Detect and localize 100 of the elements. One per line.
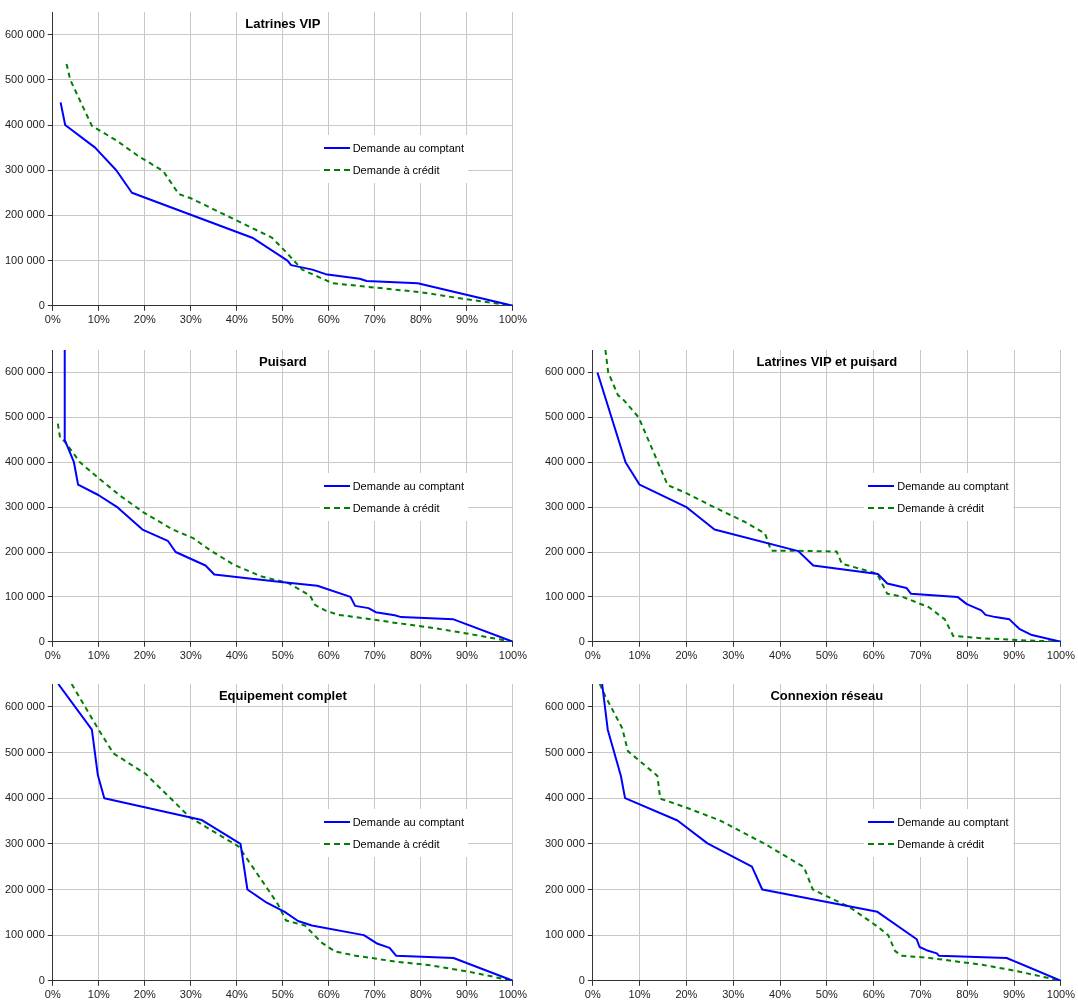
- y-tick-label: 400 000: [545, 791, 585, 804]
- y-tick-label: 300 000: [5, 163, 45, 176]
- y-tick-label: 100 000: [545, 589, 585, 602]
- x-tick-label: 10%: [87, 988, 110, 1001]
- x-tick-label: 70%: [363, 313, 387, 326]
- x-tick-label: 60%: [862, 649, 885, 662]
- y-tick-label: 100 000: [5, 928, 45, 941]
- x-tick-label: 100%: [498, 988, 528, 1001]
- y-tick-label: 400 000: [5, 455, 45, 468]
- y-tick-label: 500 000: [545, 745, 585, 758]
- y-tick-label: 300 000: [5, 500, 45, 513]
- x-tick-label: 80%: [409, 313, 433, 326]
- x-tick-label: 80%: [409, 988, 433, 1001]
- legend-label: Demande à crédit: [352, 501, 440, 514]
- x-tick-label: 90%: [455, 313, 479, 326]
- legend-label: Demande à crédit: [897, 501, 985, 514]
- x-tick-label: 90%: [455, 988, 479, 1001]
- x-tick-label: 10%: [628, 649, 651, 662]
- x-tick-label: 40%: [769, 649, 792, 662]
- y-tick-label: 0: [578, 634, 585, 647]
- x-tick-label: 100%: [498, 313, 528, 326]
- x-tick-label: 0%: [44, 313, 61, 326]
- x-tick-label: 40%: [769, 988, 792, 1001]
- legend-label: Demande au comptant: [352, 142, 464, 155]
- y-tick-label: 600 000: [5, 27, 45, 40]
- legend-label: Demande au comptant: [352, 815, 464, 828]
- x-tick-label: 70%: [363, 988, 387, 1001]
- y-tick-label: 500 000: [545, 410, 585, 423]
- y-tick-label: 100 000: [5, 253, 45, 266]
- x-tick-label: 20%: [133, 988, 157, 1001]
- x-tick-label: 90%: [455, 649, 479, 662]
- legend-label: Demande au comptant: [897, 479, 1009, 492]
- y-tick-label: 300 000: [545, 500, 585, 513]
- x-tick-label: 10%: [87, 313, 110, 326]
- x-tick-label: 20%: [133, 649, 157, 662]
- x-tick-label: 50%: [271, 313, 295, 326]
- y-tick-label: 100 000: [545, 928, 585, 941]
- x-tick-label: 20%: [675, 988, 698, 1001]
- y-tick-label: 300 000: [545, 836, 585, 849]
- x-tick-label: 30%: [722, 649, 745, 662]
- x-tick-label: 30%: [179, 649, 203, 662]
- y-tick-label: 100 000: [5, 589, 45, 602]
- y-tick-label: 200 000: [5, 545, 45, 558]
- chart-title: Connexion réseau: [769, 688, 885, 703]
- x-tick-label: 60%: [317, 649, 341, 662]
- x-tick-label: 10%: [87, 649, 110, 662]
- y-tick-label: 200 000: [5, 882, 45, 895]
- x-tick-label: 70%: [909, 988, 932, 1001]
- y-tick-label: 400 000: [5, 118, 45, 131]
- x-tick-label: 20%: [675, 649, 698, 662]
- x-tick-label: 90%: [1003, 988, 1026, 1001]
- y-tick-label: 200 000: [5, 208, 45, 221]
- x-tick-label: 10%: [628, 988, 651, 1001]
- x-tick-label: 0%: [44, 649, 61, 662]
- y-tick-label: 400 000: [545, 455, 585, 468]
- legend-label: Demande à crédit: [352, 164, 440, 177]
- x-tick-label: 80%: [956, 649, 979, 662]
- y-tick-label: 600 000: [545, 365, 585, 378]
- legend-label: Demande au comptant: [352, 479, 464, 492]
- y-tick-label: 300 000: [5, 836, 45, 849]
- y-tick-label: 500 000: [5, 410, 45, 423]
- x-tick-label: 50%: [271, 988, 295, 1001]
- y-tick-label: 0: [38, 298, 45, 311]
- x-tick-label: 80%: [956, 988, 979, 1001]
- x-tick-label: 60%: [317, 988, 341, 1001]
- x-tick-label: 0%: [584, 649, 601, 662]
- x-tick-label: 50%: [271, 649, 295, 662]
- x-tick-label: 40%: [225, 649, 249, 662]
- y-tick-label: 0: [578, 973, 585, 986]
- x-tick-label: 80%: [409, 649, 433, 662]
- x-tick-label: 70%: [909, 649, 932, 662]
- y-tick-label: 200 000: [545, 545, 585, 558]
- y-tick-label: 400 000: [5, 791, 45, 804]
- x-tick-label: 0%: [584, 988, 601, 1001]
- x-tick-label: 100%: [498, 649, 528, 662]
- x-tick-label: 60%: [317, 313, 341, 326]
- chart-title: Latrines VIP: [244, 16, 322, 31]
- legend-label: Demande à crédit: [352, 837, 440, 850]
- x-tick-label: 50%: [815, 649, 839, 662]
- y-tick-label: 0: [38, 634, 45, 647]
- y-tick-label: 500 000: [5, 72, 45, 85]
- x-tick-label: 40%: [225, 988, 249, 1001]
- x-tick-label: 100%: [1046, 988, 1076, 1001]
- x-tick-label: 100%: [1046, 649, 1076, 662]
- y-tick-label: 600 000: [5, 365, 45, 378]
- x-tick-label: 30%: [722, 988, 745, 1001]
- x-tick-label: 90%: [1003, 649, 1026, 662]
- chart-title: Equipement complet: [217, 688, 348, 703]
- legend-label: Demande au comptant: [897, 815, 1009, 828]
- y-tick-label: 0: [38, 973, 45, 986]
- x-tick-label: 20%: [133, 313, 157, 326]
- x-tick-label: 60%: [862, 988, 885, 1001]
- x-tick-label: 0%: [44, 988, 61, 1001]
- x-tick-label: 30%: [179, 313, 203, 326]
- y-tick-label: 600 000: [545, 699, 585, 712]
- y-tick-label: 600 000: [5, 699, 45, 712]
- y-tick-label: 500 000: [5, 745, 45, 758]
- x-tick-label: 30%: [179, 988, 203, 1001]
- x-tick-label: 70%: [363, 649, 387, 662]
- chart-title: Puisard: [258, 354, 308, 369]
